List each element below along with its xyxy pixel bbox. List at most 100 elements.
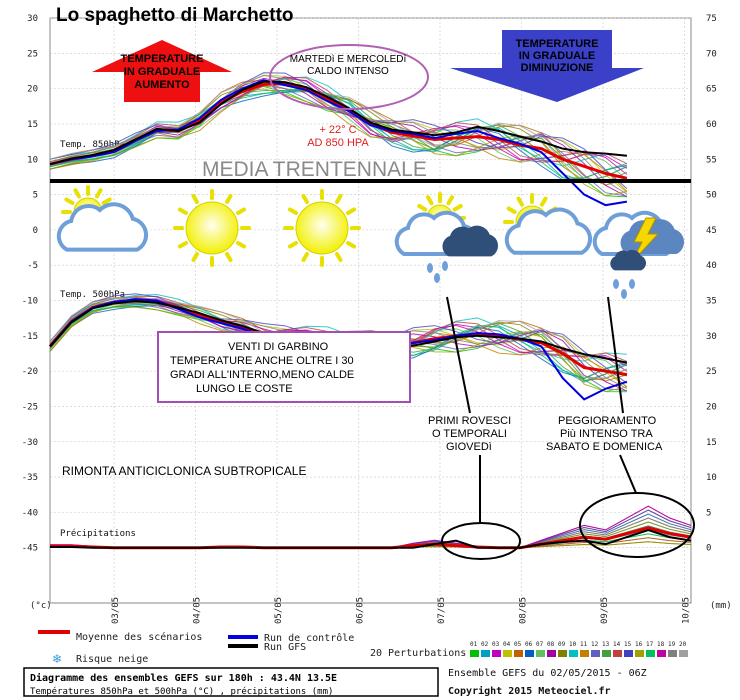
sun-ray [417, 204, 428, 212]
y-left-tick-label: 20 [27, 85, 38, 95]
sun-ray [177, 241, 189, 249]
sun-ray [345, 207, 357, 215]
y-right-tick-label: 45 [706, 226, 717, 236]
wind-text-3: GRADI ALL'INTERNO,MENO CALDE [170, 369, 354, 381]
y-right-tick-label: 30 [706, 332, 717, 342]
footer-title: Diagramme des ensembles GEFS sur 180h : … [30, 672, 337, 684]
y-left-tick-label: 10 [27, 155, 38, 165]
member-swatch [602, 650, 611, 657]
sun-ray [177, 207, 189, 215]
y-right-tick-label: 55 [706, 155, 717, 165]
x-tick-label: 09/05 [600, 597, 610, 624]
y-left-unit: (°c) [30, 601, 52, 611]
sun-ray [191, 251, 199, 263]
x-tick-label: 10/05 [682, 597, 692, 624]
heat-text-1: MARTEDì E MERCOLEDì [290, 54, 407, 65]
legend-snow-label: Risque neige [76, 654, 148, 665]
y-left-tick-label: 25 [27, 49, 38, 59]
x-tick-label: 04/05 [193, 597, 203, 624]
lightning-icon [631, 217, 660, 263]
y-left-tick-label: -35 [22, 473, 38, 483]
legend-control-label: Run de contrôle [264, 632, 354, 644]
t850-label: Temp. 850hPa [60, 140, 125, 150]
member-label: 14 [613, 641, 621, 648]
cloud-shape [442, 225, 498, 257]
heat-ellipse [269, 44, 429, 110]
y-right-unit: (mm) [710, 601, 732, 611]
legend-gfs-label: Run GFS [264, 642, 306, 653]
sun-ray [235, 207, 247, 215]
t850-gfs-line [49, 80, 627, 166]
member-swatch [624, 650, 633, 657]
plot-area [49, 17, 692, 604]
y-right-tick-label: 70 [706, 49, 717, 59]
sun-disc [185, 201, 239, 255]
x-axis: 03/05 04/05 05/05 06/05 07/05 08/05 09/05 10/05 [111, 597, 692, 624]
member-swatch [503, 650, 512, 657]
sun-ray [225, 193, 233, 205]
legend-mean-label: Moyenne des scénarios [76, 631, 202, 643]
member-label: 11 [580, 641, 588, 648]
member-label: 13 [602, 641, 610, 648]
member-swatch [679, 650, 688, 657]
y-left-tick-label: 5 [33, 191, 38, 201]
sun-disc [295, 201, 349, 255]
footer-box [23, 667, 439, 697]
member-swatch [470, 650, 479, 657]
wind-text-4: LUNGO LE COSTE [196, 383, 293, 395]
member-label: 20 [679, 641, 687, 648]
temp-text-2: AD 850 HPA [307, 137, 369, 149]
y-left-tick-label: -5 [27, 261, 38, 271]
ensemble-member-line [49, 76, 628, 165]
small-dark-cloud-icon [610, 249, 646, 271]
y-axis-left: 30 25 20 15 10 5 0 -5 -10 -15 -20 -25 -30 -35 -40 -45 [22, 14, 38, 554]
showers-text-3: GIOVEDì [446, 441, 492, 453]
y-right-tick-label: 40 [706, 261, 717, 271]
sun-ray [506, 206, 517, 214]
footer-subtitle: Températures 850hPa et 500hPa (°C) , pré… [30, 686, 333, 697]
member-label: 16 [635, 641, 643, 648]
y-left-tick-label: -30 [22, 438, 38, 448]
sun-ray [301, 193, 309, 205]
legend: Moyenne des scénarios Run de contrôle Ru… [38, 630, 688, 666]
y-left-tick-label: 30 [27, 14, 38, 24]
member-label: 03 [492, 641, 500, 648]
member-swatch [558, 650, 567, 657]
sun-ray [426, 195, 434, 206]
member-swatch [613, 650, 622, 657]
y-left-tick-label: -20 [22, 367, 38, 377]
wind-box [157, 331, 411, 403]
member-swatch [646, 650, 655, 657]
sun-ray [191, 193, 199, 205]
sun-ray [301, 251, 309, 263]
member-swatch [481, 650, 490, 657]
footer-copyright: Copyright 2015 Meteociel.fr [448, 685, 611, 697]
sun-ray [345, 241, 357, 249]
sun-ray [287, 207, 299, 215]
member-label: 07 [536, 641, 544, 648]
worsening-text-3: SABATO E DOMENICA [546, 441, 663, 453]
sun-ray [446, 195, 454, 206]
t850-control-line [49, 79, 628, 207]
member-swatch [591, 650, 600, 657]
sun-ray [516, 196, 524, 207]
member-legend: 01 02 03 04 05 06 07 08 09 10 11 12 13 14 15 16 17 18 19 20 [470, 641, 688, 657]
ensemble-member-line [49, 88, 628, 179]
y-right-tick-label: 50 [706, 191, 717, 201]
perturbations-label: 20 Perturbations [370, 648, 466, 659]
arrow-up-annotation: TEMPERATURE IN GRADUALE AUMENTO [92, 40, 232, 102]
member-label: 01 [470, 641, 478, 648]
x-tick-label: 03/05 [111, 597, 121, 624]
precip-label: Précipitations [60, 528, 136, 539]
y-right-tick-label: 25 [706, 367, 717, 377]
footer-ensemble-run: Ensemble GEFS du 02/05/2015 - 06Z [448, 668, 647, 679]
wind-text-2: TEMPERATURE ANCHE OLTRE I 30 [170, 355, 354, 367]
arrow-down-annotation: TEMPERATURE IN GRADUALE DIMINUZIONE [450, 30, 644, 102]
y-left-tick-label: -45 [22, 544, 38, 554]
sun-ray [101, 197, 112, 205]
rain-drop-icon [442, 261, 448, 271]
y-right-tick-label: 65 [706, 85, 717, 95]
sun-ray [335, 193, 343, 205]
